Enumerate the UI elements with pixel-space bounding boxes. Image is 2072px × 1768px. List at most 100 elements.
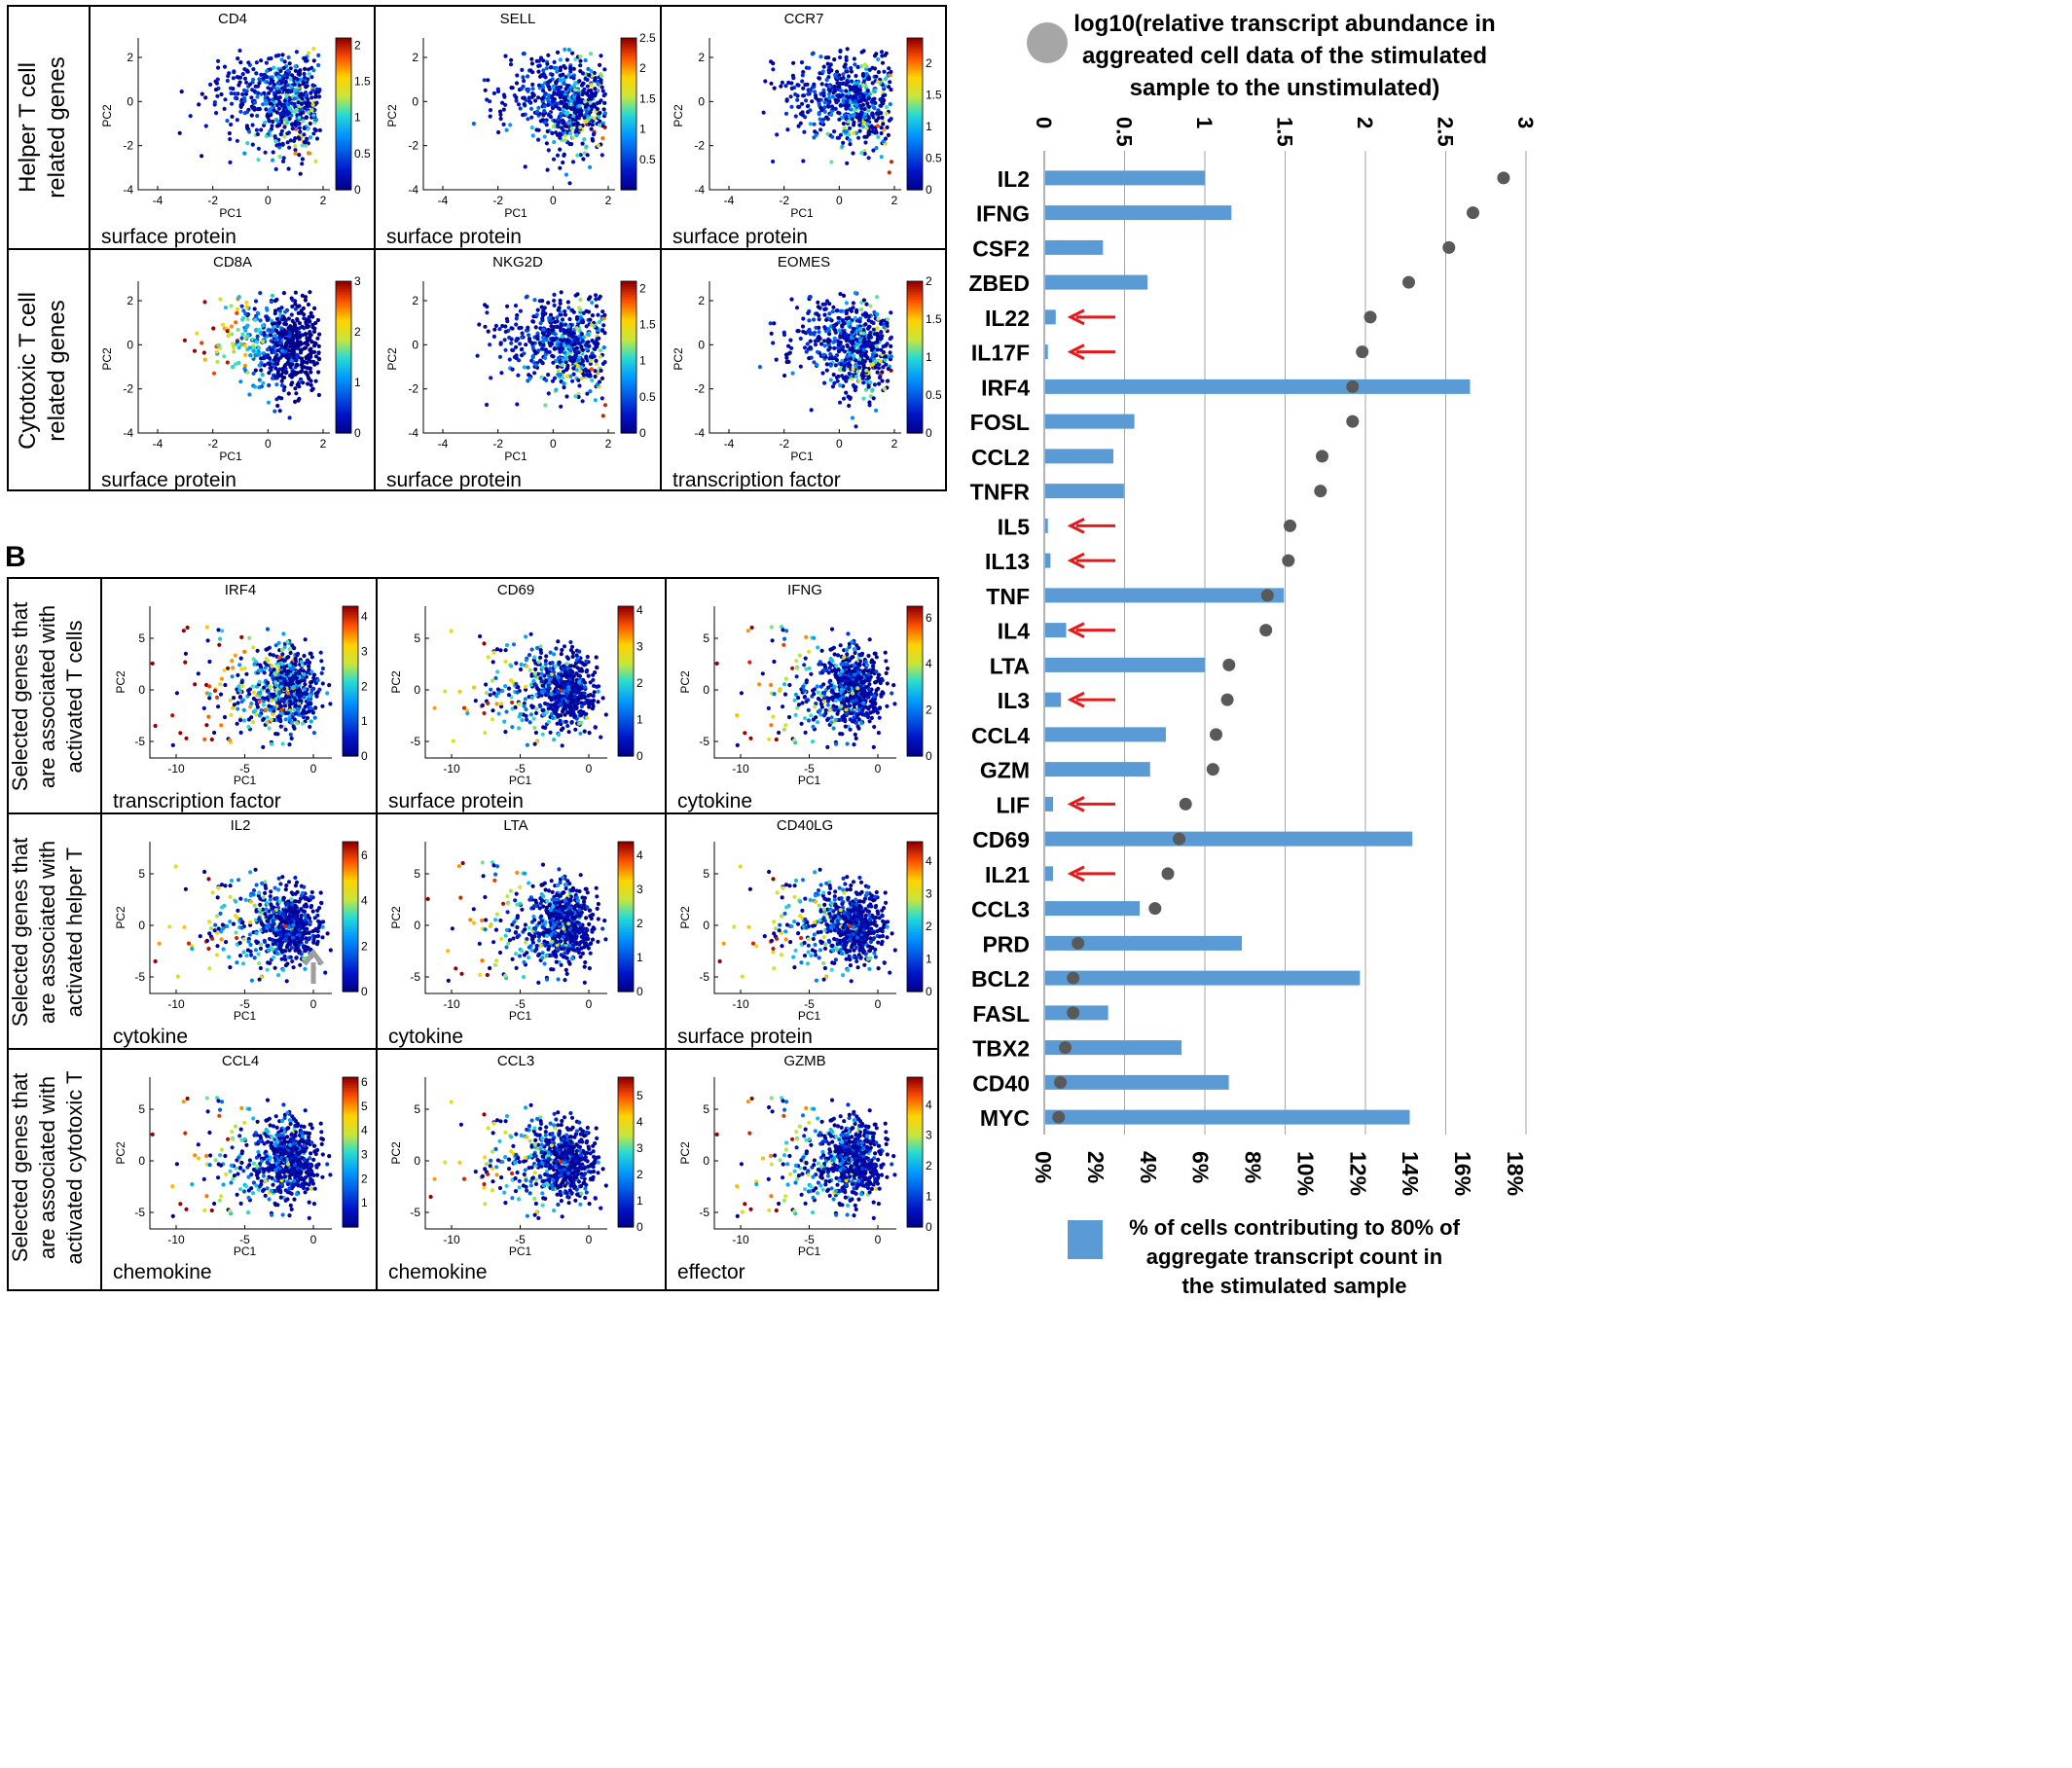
scatter-point [240,91,245,97]
scatter-point [852,56,857,61]
scatter-point [241,718,247,723]
scatter-point [806,91,811,96]
scatter-point [310,386,315,391]
scatter-point [579,344,584,349]
scatter-point [294,50,299,54]
colorbar-tick-label: 2 [639,61,646,75]
scatter-point [502,719,507,724]
scatter-point [499,371,504,376]
scatter-point [218,636,223,641]
scatter-point [555,315,560,320]
scatter-point [866,376,871,380]
scatter-point [300,96,305,101]
scatter-point [540,118,545,123]
scatter-point [236,672,240,678]
scatter-point [267,119,272,124]
x-tick-label: 2 [605,437,612,451]
scatter-point [526,117,530,122]
scatter-point [520,67,525,72]
scatter-point [580,318,585,323]
scatter-point [520,335,525,340]
scatter-point [273,308,278,313]
scatter-point [552,65,557,70]
scatter-point [256,146,261,151]
scatter-point [312,362,317,367]
scatter-point [229,90,234,96]
scatter-point [306,97,310,102]
scatter-point [269,698,274,704]
scatter-point [200,341,204,345]
scatter-point [271,325,275,330]
colorbar-segment [336,57,351,61]
scatter-point [871,148,876,153]
scatter-point [816,305,821,309]
y-tick-label: 0 [412,338,418,351]
scatter-point [293,399,298,404]
scatter-point [523,164,527,169]
scatter-point [551,125,557,129]
scatter-point [585,77,590,83]
scatter-point [876,316,881,321]
scatter-point [514,316,519,321]
scatter-point [585,391,590,396]
scatter-point [558,90,563,95]
scatter-point [809,408,814,413]
scatter-point [272,108,276,113]
scatter-point [314,100,319,105]
scatter-point [841,140,846,145]
scatter-point [888,102,892,107]
scatter-point [232,703,236,707]
y-tick-label: 2 [698,51,705,64]
scatter-point [510,700,515,705]
scatter-point [575,337,580,342]
scatter-point [530,344,535,349]
scatter-point [587,372,593,377]
scatter-point [233,95,238,100]
scatter-point [261,717,266,723]
x-tick-label: 2 [605,194,612,207]
scatter-point [555,50,561,55]
colorbar-segment [907,281,923,285]
scatter-point [567,316,572,322]
scatter-point [212,688,218,694]
scatter-point [207,684,212,689]
scatter-point [847,364,852,369]
scatter-point [599,78,603,83]
scatter-point [491,90,496,95]
scatter-point [309,108,314,113]
scatter-point [313,127,318,133]
scatter-point [578,369,583,374]
scatter-point [527,376,532,380]
colorbar-segment [336,131,351,135]
scatter-point [298,129,303,134]
scatter-point [316,53,321,58]
scatter-point [581,157,586,162]
scatter-point [602,360,607,365]
scatter-point [522,95,527,100]
scatter-point [174,691,179,696]
scatter-point [848,395,853,400]
scatter-point [849,308,854,313]
scatter-point [553,119,558,124]
scatter-point [293,64,298,69]
scatter-point [242,98,247,103]
scatter-point [276,90,282,94]
x-axis-label: PC1 [790,206,814,220]
scatter-point [874,408,879,413]
scatter-point [256,691,262,696]
scatter-point [592,70,597,76]
scatter-point [566,48,572,53]
scatter-point [302,345,308,351]
scatter-point [536,348,541,353]
scatter-point [290,298,295,303]
scatter-point [228,698,233,703]
scatter-point [573,727,578,732]
scatter-point [281,65,286,70]
scatter-point [580,359,586,364]
scatter-point [880,115,885,120]
scatter-point [274,316,280,321]
scatter-point [510,86,515,90]
scatter-point [886,132,891,137]
scatter-point [293,148,298,153]
